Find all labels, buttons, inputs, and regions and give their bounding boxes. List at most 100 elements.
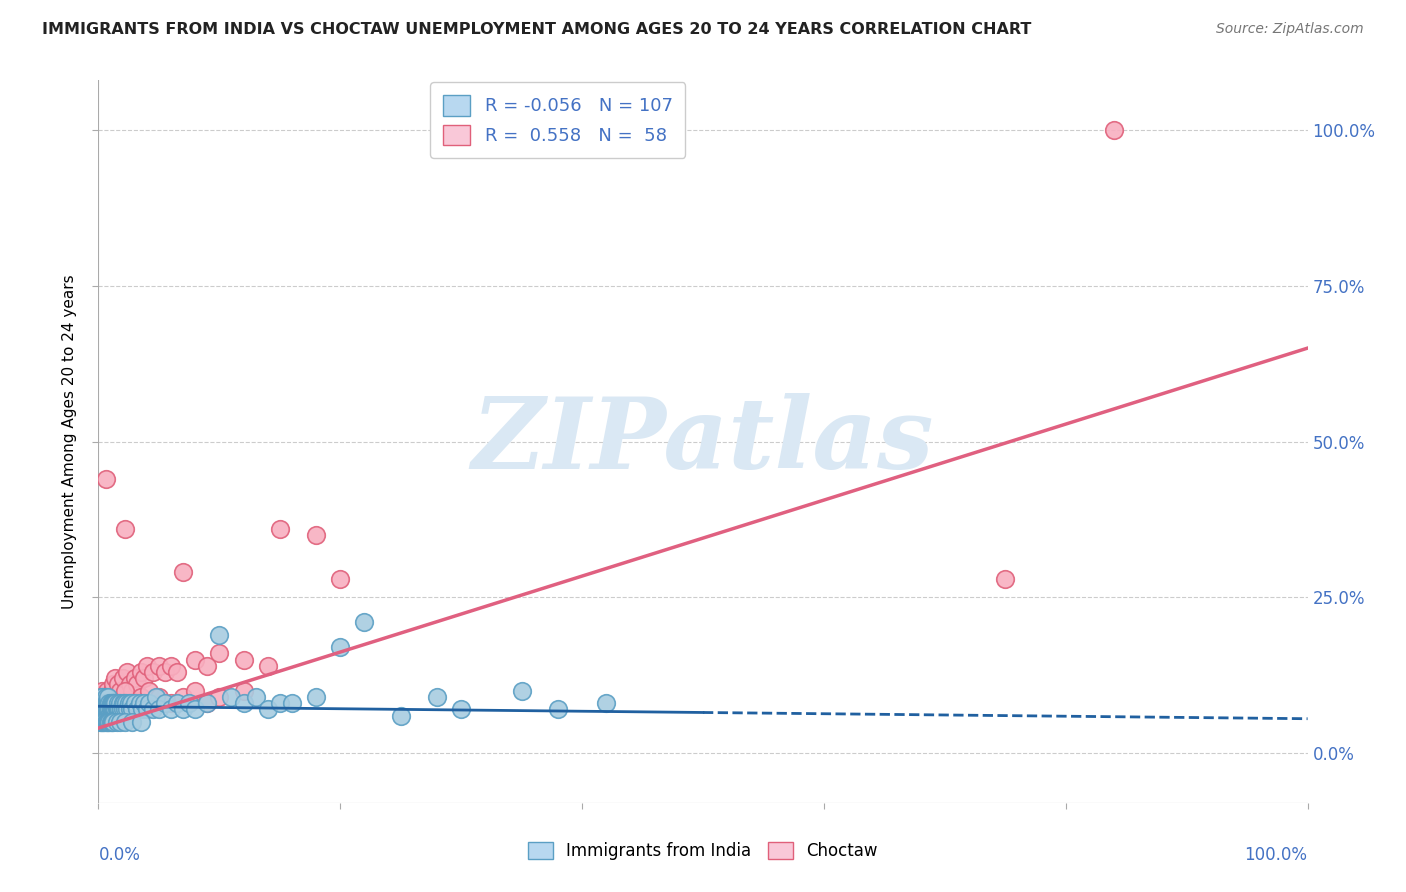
Point <box>195 658 218 673</box>
Point <box>96 696 118 710</box>
Point <box>148 702 170 716</box>
Point <box>110 702 132 716</box>
Point <box>107 677 129 691</box>
Point <box>101 702 124 716</box>
Text: ZIPatlas: ZIPatlas <box>472 393 934 490</box>
Point <box>94 690 117 704</box>
Point <box>108 708 131 723</box>
Point <box>93 690 115 704</box>
Point <box>117 702 139 716</box>
Point <box>100 714 122 729</box>
Point <box>97 714 120 729</box>
Point <box>101 677 124 691</box>
Y-axis label: Unemployment Among Ages 20 to 24 years: Unemployment Among Ages 20 to 24 years <box>62 274 77 609</box>
Point <box>245 690 267 704</box>
Point <box>90 702 112 716</box>
Point <box>120 696 142 710</box>
Point <box>96 683 118 698</box>
Point <box>108 702 131 716</box>
Point <box>104 696 127 710</box>
Point <box>111 702 134 716</box>
Point <box>93 714 115 729</box>
Point <box>101 696 124 710</box>
Point <box>103 702 125 716</box>
Point <box>114 702 136 716</box>
Point <box>89 702 111 716</box>
Point <box>269 696 291 710</box>
Point <box>134 696 156 710</box>
Point <box>138 696 160 710</box>
Point <box>97 690 120 704</box>
Point <box>134 671 156 685</box>
Point <box>172 702 194 716</box>
Point <box>100 696 122 710</box>
Point <box>127 702 149 716</box>
Point <box>179 696 201 710</box>
Point <box>256 702 278 716</box>
Point <box>97 690 120 704</box>
Point <box>98 696 121 710</box>
Point <box>111 696 134 710</box>
Point <box>121 714 143 729</box>
Point <box>595 696 617 710</box>
Point <box>389 708 412 723</box>
Point <box>91 708 114 723</box>
Point <box>93 702 115 716</box>
Point <box>98 702 121 716</box>
Point <box>160 702 183 716</box>
Point <box>105 708 128 723</box>
Point <box>93 696 115 710</box>
Point <box>101 702 124 716</box>
Point <box>100 702 122 716</box>
Point <box>1102 123 1125 137</box>
Point <box>118 702 141 716</box>
Point <box>104 671 127 685</box>
Point <box>329 572 352 586</box>
Point <box>142 665 165 679</box>
Point <box>91 702 114 716</box>
Point <box>160 696 183 710</box>
Point <box>329 640 352 654</box>
Point <box>96 708 118 723</box>
Point <box>91 696 114 710</box>
Point <box>160 658 183 673</box>
Point <box>305 690 328 704</box>
Point <box>91 702 114 716</box>
Point <box>305 528 328 542</box>
Legend: R = -0.056   N = 107, R =  0.558   N =  58: R = -0.056 N = 107, R = 0.558 N = 58 <box>430 82 685 158</box>
Point <box>91 690 114 704</box>
Point <box>98 696 121 710</box>
Point <box>450 702 472 716</box>
Point <box>232 652 254 666</box>
Point <box>172 690 194 704</box>
Point <box>111 671 134 685</box>
Point <box>232 683 254 698</box>
Point <box>93 702 115 716</box>
Text: 0.0%: 0.0% <box>98 847 141 864</box>
Point <box>114 714 136 729</box>
Point <box>142 702 165 716</box>
Point <box>118 677 141 691</box>
Point <box>131 702 153 716</box>
Point <box>89 708 111 723</box>
Point <box>93 708 115 723</box>
Point <box>184 683 207 698</box>
Point <box>281 696 304 710</box>
Point <box>94 702 117 716</box>
Point <box>100 714 122 729</box>
Point <box>91 714 114 729</box>
Point <box>195 696 218 710</box>
Point <box>108 696 131 710</box>
Point <box>112 696 135 710</box>
Point <box>89 696 111 710</box>
Point <box>269 522 291 536</box>
Point <box>145 690 167 704</box>
Point <box>121 702 143 716</box>
Point <box>121 696 143 710</box>
Point <box>208 690 231 704</box>
Point <box>353 615 375 630</box>
Point <box>232 696 254 710</box>
Point <box>101 714 124 729</box>
Point <box>129 714 152 729</box>
Point <box>91 696 114 710</box>
